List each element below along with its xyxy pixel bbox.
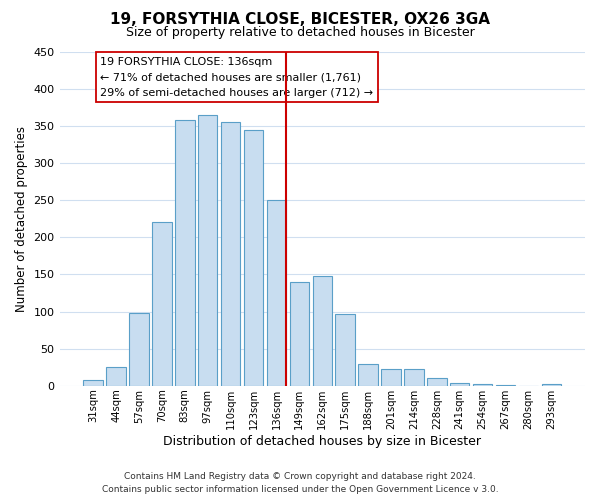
Bar [427, 378, 446, 386]
Bar [496, 385, 515, 386]
Bar [198, 114, 217, 386]
Bar [450, 383, 469, 386]
X-axis label: Distribution of detached houses by size in Bicester: Distribution of detached houses by size … [163, 434, 481, 448]
Bar [152, 222, 172, 386]
Y-axis label: Number of detached properties: Number of detached properties [15, 126, 28, 312]
Bar [267, 200, 286, 386]
Bar [83, 380, 103, 386]
Text: Contains HM Land Registry data © Crown copyright and database right 2024.
Contai: Contains HM Land Registry data © Crown c… [101, 472, 499, 494]
Bar [473, 384, 493, 386]
Bar [313, 276, 332, 386]
Bar [542, 384, 561, 386]
Bar [335, 314, 355, 386]
Bar [290, 282, 309, 386]
Bar [106, 367, 126, 386]
Bar [358, 364, 378, 386]
Bar [221, 122, 241, 386]
Bar [381, 370, 401, 386]
Bar [244, 130, 263, 386]
Text: 19, FORSYTHIA CLOSE, BICESTER, OX26 3GA: 19, FORSYTHIA CLOSE, BICESTER, OX26 3GA [110, 12, 490, 28]
Bar [129, 313, 149, 386]
Bar [404, 370, 424, 386]
Text: 19 FORSYTHIA CLOSE: 136sqm
← 71% of detached houses are smaller (1,761)
29% of s: 19 FORSYTHIA CLOSE: 136sqm ← 71% of deta… [100, 56, 373, 98]
Text: Size of property relative to detached houses in Bicester: Size of property relative to detached ho… [125, 26, 475, 39]
Bar [175, 120, 194, 386]
